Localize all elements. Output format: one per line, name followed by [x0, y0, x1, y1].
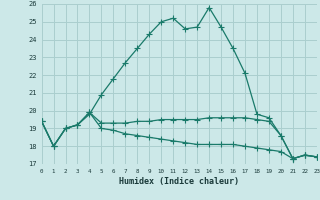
- X-axis label: Humidex (Indice chaleur): Humidex (Indice chaleur): [119, 177, 239, 186]
